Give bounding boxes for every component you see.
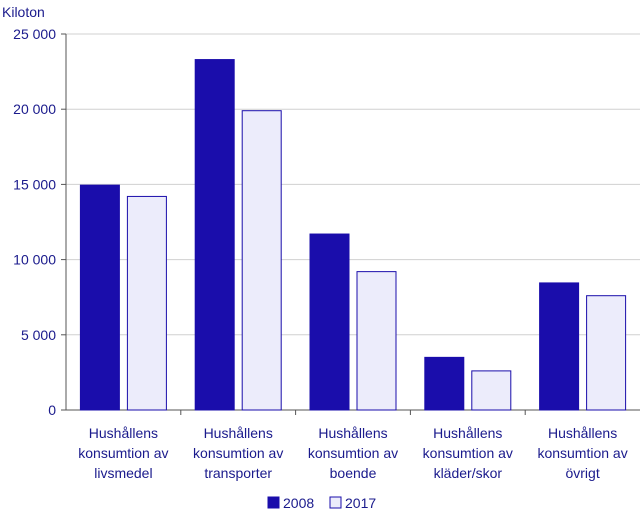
category-label-line: Hushållens <box>433 425 502 441</box>
legend-label-2017: 2017 <box>345 495 376 511</box>
y-axis-unit-label: Kiloton <box>2 4 45 20</box>
legend-swatch-2008 <box>267 496 280 509</box>
category-label: Hushållens konsumtion av kläder/skor <box>423 425 513 481</box>
y-tick-label: 15 000 <box>13 176 56 192</box>
bar-2017-3 <box>356 271 397 411</box>
category-label: Hushållens konsumtion av övrigt <box>537 425 627 481</box>
bar-2008-3 <box>309 233 350 411</box>
bar-2008-4 <box>424 356 465 411</box>
category-label-line: konsumtion av <box>537 445 627 461</box>
category-label-line: Hushållens <box>548 425 617 441</box>
category-label-line: boende <box>330 465 377 481</box>
category-label: Hushållens konsumtion av livsmedel <box>78 425 168 481</box>
category-label-line: konsumtion av <box>308 445 398 461</box>
bar-2017-2 <box>241 110 282 411</box>
y-tick-label: 0 <box>48 402 56 418</box>
category-label: Hushållens konsumtion av transporter <box>193 425 283 481</box>
category-label: Hushållens konsumtion av boende <box>308 425 398 481</box>
legend-label-2008: 2008 <box>283 495 314 511</box>
y-tick-label: 20 000 <box>13 101 56 117</box>
bar-2017-4 <box>471 370 512 411</box>
category-label-line: kläder/skor <box>434 465 503 481</box>
category-label-line: livsmedel <box>94 465 152 481</box>
bar-2017-1 <box>126 195 167 411</box>
bar-2008-2 <box>194 59 235 411</box>
bar-2008-1 <box>79 184 120 411</box>
category-label-line: konsumtion av <box>423 445 513 461</box>
y-tick-label: 25 000 <box>13 26 56 42</box>
bar-2017-5 <box>586 295 627 411</box>
category-label-line: konsumtion av <box>78 445 168 461</box>
bar-2008-5 <box>539 282 580 411</box>
category-label-line: Hushållens <box>204 425 273 441</box>
y-tick-label: 10 000 <box>13 252 56 268</box>
category-label-line: konsumtion av <box>193 445 283 461</box>
category-label-line: Hushållens <box>89 425 158 441</box>
category-label-line: transporter <box>204 465 272 481</box>
legend-swatch-2017 <box>329 496 342 509</box>
category-label-line: Hushållens <box>318 425 387 441</box>
y-tick-label: 5 000 <box>21 327 56 343</box>
category-label-line: övrigt <box>565 465 599 481</box>
